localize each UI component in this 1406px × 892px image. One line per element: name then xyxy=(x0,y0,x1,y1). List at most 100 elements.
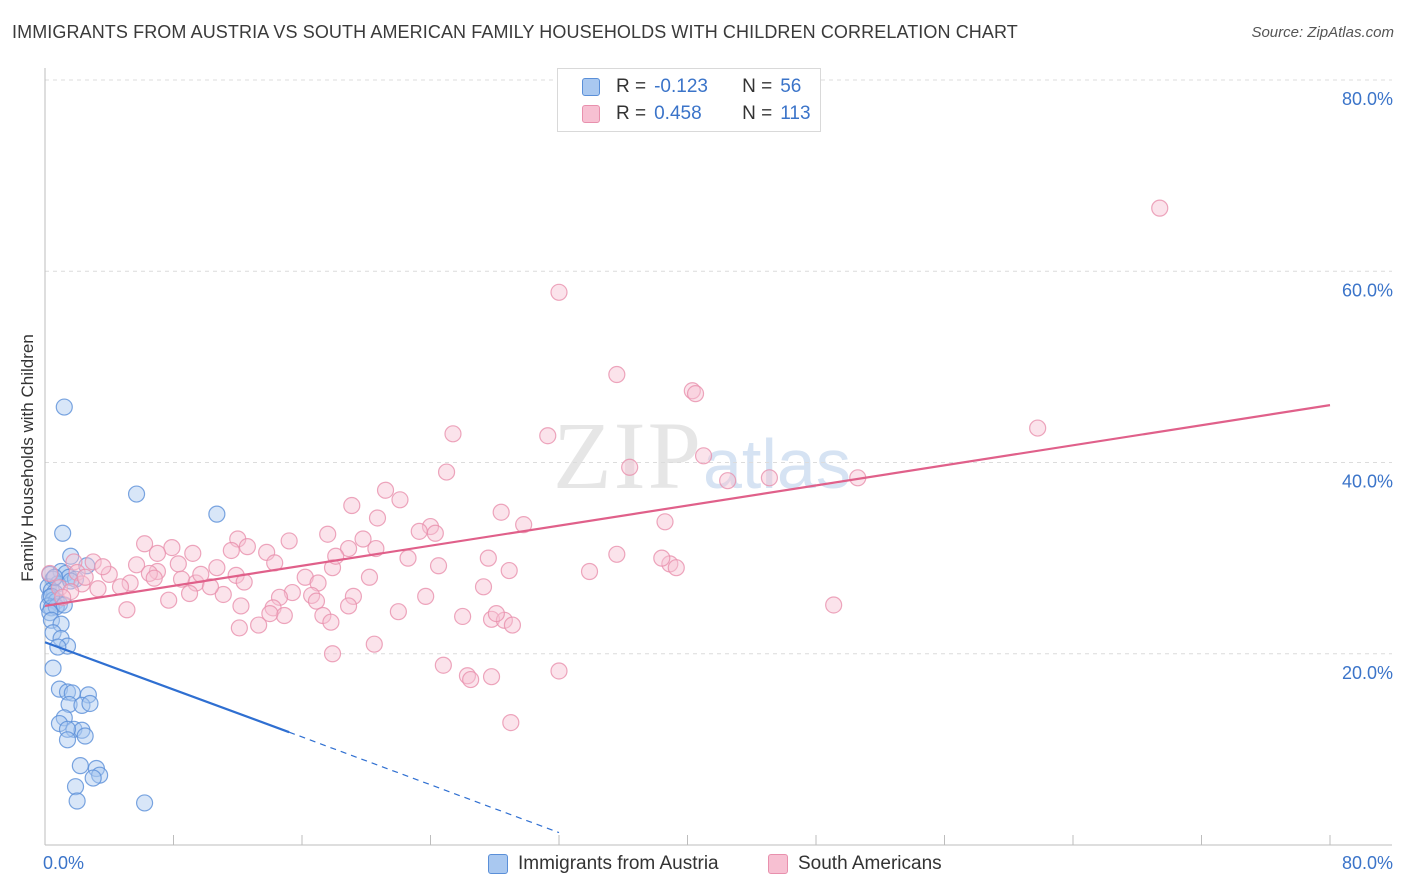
austria-point xyxy=(135,794,154,812)
south-american-point xyxy=(238,538,256,556)
austria-point xyxy=(58,731,77,749)
austria-point xyxy=(68,792,86,810)
austria-point xyxy=(127,485,146,503)
south-american-point xyxy=(444,425,462,443)
source-label: Source: ZipAtlas.com xyxy=(1251,24,1394,41)
south-american-point xyxy=(339,597,358,615)
south-american-point xyxy=(462,670,480,689)
x-tick-label: 80.0% xyxy=(1342,853,1393,873)
south-american-point xyxy=(1029,419,1047,437)
south-american-point xyxy=(429,557,448,575)
south-american-point xyxy=(89,580,107,598)
austria-point xyxy=(42,611,61,629)
south-american-point xyxy=(825,596,843,614)
south-american-point xyxy=(667,559,685,577)
legend-n-label: N = xyxy=(742,103,773,124)
legend-row-austria: R = -0.123 N = 56 xyxy=(582,75,801,99)
south-american-point xyxy=(50,579,69,597)
south-american-point xyxy=(550,283,568,301)
south-american-point xyxy=(180,584,199,603)
south-american-point xyxy=(500,561,518,580)
stats-legend: R = -0.123 N = 56 R = 0.458 N = 113 xyxy=(557,68,821,132)
south-american-point xyxy=(343,496,361,515)
south-american-point xyxy=(683,382,701,400)
south-american-point xyxy=(621,458,639,476)
legend-swatch-pink xyxy=(582,105,600,123)
south-american-point xyxy=(94,558,112,576)
austria-point xyxy=(81,694,99,713)
austria-point xyxy=(60,695,78,714)
south-american-point xyxy=(368,509,387,527)
south-american-point xyxy=(65,553,83,571)
south-american-point xyxy=(417,587,435,605)
south-american-point xyxy=(275,606,293,625)
bottom-legend-austria: Immigrants from Austria xyxy=(488,852,719,876)
austria-trend-extension xyxy=(288,731,560,834)
south-american-point xyxy=(280,532,298,550)
legend-r-value: -0.123 xyxy=(654,76,708,97)
south-american-point xyxy=(376,481,395,499)
south-american-point xyxy=(127,556,146,574)
south-american-point xyxy=(426,524,444,542)
bottom-legend-label: South Americans xyxy=(798,853,942,874)
austria-point xyxy=(66,778,85,796)
south-american-point xyxy=(230,619,248,637)
south-american-point xyxy=(169,555,187,573)
watermark: ZIPatlas xyxy=(553,400,851,511)
austria-point xyxy=(44,659,62,677)
south-american-point xyxy=(140,564,159,583)
south-american-point xyxy=(503,616,522,634)
south-american-point xyxy=(550,662,568,680)
south-american-point xyxy=(492,503,510,521)
south-american-point xyxy=(434,656,452,674)
south-american-point xyxy=(410,522,428,540)
south-american-point xyxy=(214,585,232,604)
y-tick-label: 80.0% xyxy=(1342,89,1393,109)
y-tick-label: 60.0% xyxy=(1342,280,1393,300)
south-american-point xyxy=(760,469,779,487)
south-american-point xyxy=(323,645,342,663)
south-american-point xyxy=(148,544,167,562)
south-american-point xyxy=(339,539,358,558)
austria-point xyxy=(76,727,94,745)
chart-title: IMMIGRANTS FROM AUSTRIA VS SOUTH AMERICA… xyxy=(12,22,1018,42)
south-american-point xyxy=(608,545,626,563)
south-american-point xyxy=(319,525,337,543)
south-american-point xyxy=(344,587,362,605)
south-american-point xyxy=(580,562,599,581)
south-american-point xyxy=(261,604,279,623)
south-american-point xyxy=(454,607,472,626)
x-tick-label: 0.0% xyxy=(43,853,84,873)
south-american-point xyxy=(1151,199,1169,217)
legend-n-label: N = xyxy=(742,76,773,97)
south-american-point xyxy=(360,568,379,586)
south-american-point xyxy=(160,591,178,609)
south-american-point xyxy=(208,559,226,577)
legend-n-value: 113 xyxy=(780,103,811,124)
south-american-point xyxy=(118,601,136,619)
bottom-legend-south-americans: South Americans xyxy=(768,852,942,876)
south-american-point xyxy=(84,553,102,571)
south-american-point xyxy=(54,588,72,606)
south-american-point xyxy=(222,541,240,560)
bottom-legend-label: Immigrants from Austria xyxy=(518,853,719,874)
south-american-point xyxy=(482,668,501,686)
south-american-point xyxy=(539,427,557,445)
south-american-point xyxy=(121,574,139,592)
south-americans-trend-line xyxy=(44,404,1331,608)
legend-row-south-americans: R = 0.458 N = 113 xyxy=(582,102,811,126)
south-american-point xyxy=(354,530,372,548)
south-american-point xyxy=(608,365,626,384)
legend-r-label: R = xyxy=(616,103,647,124)
austria-point xyxy=(55,398,73,416)
south-american-point xyxy=(163,539,181,557)
south-american-point xyxy=(474,578,493,596)
south-american-point xyxy=(135,535,154,553)
south-american-point xyxy=(283,583,301,602)
south-american-point xyxy=(399,549,417,567)
south-american-point xyxy=(686,385,705,403)
south-american-point xyxy=(653,549,671,567)
south-american-point xyxy=(201,578,220,596)
south-american-point xyxy=(656,513,674,531)
